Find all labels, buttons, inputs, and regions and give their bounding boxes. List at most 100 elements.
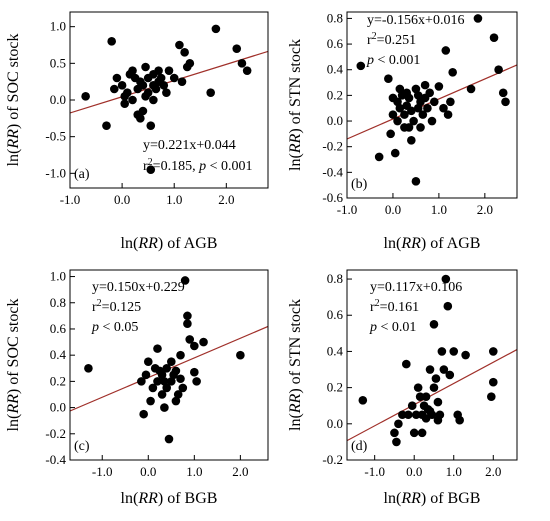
data-point bbox=[143, 357, 153, 367]
data-point bbox=[84, 363, 93, 373]
panel-label: (c) bbox=[74, 439, 90, 454]
data-point bbox=[185, 335, 195, 344]
data-point bbox=[157, 370, 167, 380]
data-point bbox=[390, 148, 400, 158]
data-point bbox=[417, 428, 427, 438]
data-point bbox=[411, 177, 421, 186]
annotation-line: y=-0.156x+0.016 bbox=[367, 13, 464, 28]
data-point bbox=[439, 365, 449, 374]
annotation-line: p < 0.05 bbox=[91, 320, 138, 335]
data-point bbox=[183, 311, 192, 321]
x-tick-label: 1.0 bbox=[166, 192, 182, 207]
data-point bbox=[232, 44, 242, 53]
data-point bbox=[429, 97, 439, 107]
data-point bbox=[211, 24, 221, 34]
data-point bbox=[404, 123, 414, 132]
x-axis-label: ln(RR) of AGB bbox=[121, 235, 218, 252]
y-axis-label: ln(RR) of STN stock bbox=[287, 39, 304, 171]
data-point bbox=[164, 434, 174, 444]
y-tick-label: 1.0 bbox=[50, 269, 66, 284]
x-tick-label: 1.0 bbox=[431, 202, 447, 217]
plot-frame bbox=[346, 269, 518, 461]
y-tick-label: 1.0 bbox=[50, 19, 66, 34]
data-point bbox=[393, 116, 402, 126]
data-point bbox=[176, 350, 185, 360]
data-point bbox=[425, 88, 435, 98]
y-tick-label: 0.8 bbox=[327, 10, 343, 25]
data-point bbox=[415, 392, 425, 401]
data-point bbox=[180, 48, 189, 57]
y-tick-label: 0.5 bbox=[50, 55, 66, 70]
y-tick-label: 0.4 bbox=[50, 347, 67, 362]
data-point bbox=[146, 165, 156, 174]
x-tick-label: 0.0 bbox=[385, 202, 401, 217]
data-point bbox=[162, 88, 171, 97]
data-point bbox=[449, 347, 459, 356]
data-point bbox=[136, 114, 145, 123]
annotation-line: r2=0.161 bbox=[370, 298, 419, 316]
annotation-line: p < 0.01 bbox=[369, 320, 416, 335]
data-point bbox=[236, 350, 245, 360]
data-point bbox=[421, 392, 431, 401]
data-point bbox=[160, 377, 169, 386]
y-tick-label: 0.4 bbox=[327, 343, 344, 358]
data-point bbox=[409, 428, 419, 438]
data-point bbox=[190, 341, 199, 351]
y-axis-label: ln(RR) of STN stock bbox=[287, 299, 304, 431]
regression-line bbox=[70, 50, 268, 114]
data-point bbox=[139, 409, 148, 419]
data-point bbox=[356, 61, 366, 71]
data-point bbox=[167, 357, 176, 367]
data-point bbox=[413, 91, 423, 100]
annotation-line: r2=0.251 bbox=[367, 31, 416, 49]
data-point bbox=[175, 40, 184, 50]
data-point bbox=[411, 410, 421, 420]
data-point bbox=[498, 88, 508, 98]
data-point bbox=[120, 99, 130, 108]
x-tick-label: 2.0 bbox=[232, 464, 248, 479]
data-point bbox=[403, 410, 413, 420]
data-point bbox=[128, 66, 137, 75]
data-point bbox=[423, 103, 432, 113]
data-point bbox=[386, 129, 395, 139]
data-point bbox=[433, 415, 443, 425]
panel-c: -1.0 0.0 1.0 2.0 -0.4 -0.2 0.0 0.2 0.4 0.6 0.8 1.0 l… bbox=[5, 269, 269, 507]
data-point bbox=[473, 14, 483, 23]
data-point bbox=[466, 84, 476, 94]
x-tick-label: 2.0 bbox=[485, 464, 501, 479]
data-point bbox=[404, 93, 414, 103]
data-point bbox=[173, 390, 183, 399]
data-point bbox=[141, 92, 150, 101]
data-point bbox=[164, 66, 174, 75]
y-tick-label: -0.2 bbox=[322, 139, 343, 154]
plot-frame bbox=[69, 269, 269, 461]
data-point bbox=[199, 337, 208, 347]
data-point bbox=[407, 106, 416, 116]
data-point bbox=[146, 121, 156, 130]
y-tick-label: 0.0 bbox=[327, 416, 343, 431]
data-point bbox=[190, 367, 199, 377]
data-point bbox=[441, 274, 451, 284]
data-point bbox=[159, 81, 169, 90]
y-tick-label: -0.5 bbox=[45, 129, 66, 144]
x-axis-label: ln(RR) of BGB bbox=[384, 490, 481, 507]
data-point bbox=[416, 123, 425, 132]
data-point bbox=[429, 319, 439, 329]
data-point bbox=[177, 77, 187, 86]
data-point bbox=[488, 347, 498, 356]
annotation-line: r2=0.125 bbox=[92, 298, 141, 316]
panel-a: -1.0 0.0 1.0 2.0 -1.0 -0.5 0.0 0.5 1.0 ln(RR) of … bbox=[5, 11, 269, 252]
data-point bbox=[102, 121, 111, 130]
data-point bbox=[487, 392, 496, 401]
x-tick-label: -1.0 bbox=[92, 464, 113, 479]
y-tick-label: -0.2 bbox=[45, 426, 66, 441]
data-point bbox=[149, 95, 158, 105]
x-tick-label: 0.0 bbox=[140, 464, 156, 479]
panel-d: -1.0 0.0 1.0 2.0 -0.2 0.0 0.2 0.4 0.6 0.8 ln(RR) o… bbox=[287, 269, 518, 507]
data-point bbox=[107, 37, 116, 46]
data-point bbox=[151, 84, 161, 94]
data-point bbox=[434, 82, 444, 91]
x-tick-label: -1.0 bbox=[337, 202, 358, 217]
x-tick-label: 2.0 bbox=[477, 202, 493, 217]
